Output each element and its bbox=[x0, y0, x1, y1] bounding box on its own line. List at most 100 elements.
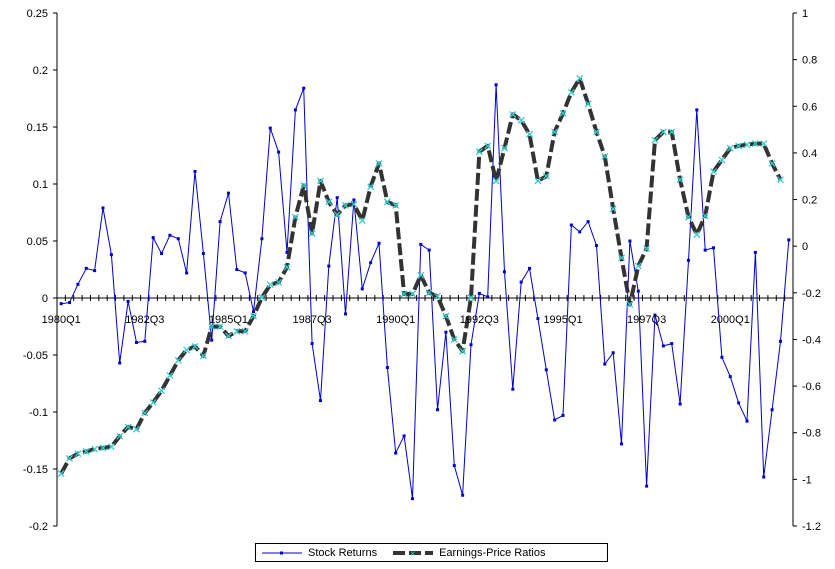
earnings-price-marker-stroke bbox=[400, 290, 408, 298]
stock-returns-point bbox=[143, 339, 147, 343]
earnings-price-marker-stroke bbox=[542, 172, 550, 180]
earnings-price-marker-stroke bbox=[166, 372, 174, 380]
right-axis-tick-label: -1 bbox=[802, 474, 812, 486]
earnings-price-point bbox=[701, 212, 709, 220]
stock-returns-point bbox=[344, 312, 348, 316]
stock-returns-point bbox=[720, 355, 724, 359]
earnings-price-point bbox=[651, 136, 659, 144]
earnings-price-point bbox=[592, 128, 600, 136]
stock-returns-point bbox=[109, 253, 113, 257]
x-axis-tick-label: 1980Q1 bbox=[42, 314, 81, 326]
stock-returns-point bbox=[327, 264, 331, 268]
earnings-price-point bbox=[408, 290, 416, 298]
earnings-price-point bbox=[325, 198, 333, 206]
stock-returns-point bbox=[703, 248, 707, 252]
legend-swatch-stock-returns bbox=[262, 551, 302, 554]
stock-returns-point bbox=[569, 223, 573, 227]
earnings-price-marker-stroke bbox=[208, 323, 216, 331]
earnings-price-marker-stroke bbox=[199, 352, 207, 360]
earnings-price-point bbox=[275, 278, 283, 286]
earnings-price-point bbox=[710, 168, 718, 176]
stock-returns-point bbox=[611, 351, 615, 355]
earnings-price-marker-stroke bbox=[551, 128, 559, 136]
stock-returns-point bbox=[620, 442, 624, 446]
stock-returns-point bbox=[260, 237, 264, 241]
stock-returns-point bbox=[686, 258, 690, 262]
stock-returns-point bbox=[176, 237, 180, 241]
stock-returns-point bbox=[360, 287, 364, 291]
stock-returns-point bbox=[519, 280, 523, 284]
earnings-price-marker-stroke bbox=[592, 128, 600, 136]
stock-returns-point bbox=[536, 317, 540, 321]
earnings-price-marker-stroke bbox=[417, 271, 425, 279]
earnings-price-point bbox=[291, 213, 299, 221]
earnings-price-point bbox=[358, 217, 366, 224]
stock-returns-point bbox=[68, 301, 72, 305]
stock-returns-point bbox=[410, 497, 414, 501]
earnings-price-marker-stroke bbox=[760, 140, 768, 148]
stock-returns-series bbox=[59, 83, 791, 501]
earnings-price-marker-stroke bbox=[584, 100, 592, 108]
earnings-price-point bbox=[768, 159, 776, 167]
earnings-price-point bbox=[584, 100, 592, 108]
earnings-price-series bbox=[57, 74, 784, 477]
earnings-price-marker-stroke bbox=[383, 198, 391, 206]
x-axis-tick-label: 2000Q1 bbox=[711, 314, 750, 326]
legend-item-stock-returns: Stock Returns bbox=[256, 547, 377, 559]
x-axis-tick-label: 1992Q3 bbox=[460, 314, 499, 326]
earnings-price-marker-stroke bbox=[375, 159, 383, 167]
earnings-price-marker-stroke bbox=[174, 356, 182, 364]
earnings-price-point bbox=[735, 142, 743, 150]
earnings-price-marker-stroke bbox=[308, 229, 316, 237]
earnings-price-marker-stroke bbox=[509, 110, 517, 118]
earnings-price-marker-stroke bbox=[492, 177, 500, 185]
earnings-price-point bbox=[517, 116, 525, 124]
earnings-price-point bbox=[676, 176, 684, 184]
stock-returns-point bbox=[678, 402, 682, 406]
left-axis-tick-label: 0.2 bbox=[33, 65, 48, 77]
earnings-price-marker-stroke bbox=[735, 142, 743, 150]
earnings-price-point bbox=[684, 213, 692, 221]
stock-returns-point bbox=[653, 313, 657, 317]
stock-returns-point bbox=[427, 248, 431, 252]
earnings-price-marker-stroke bbox=[651, 136, 659, 144]
x-axis-tick-label: 1982Q3 bbox=[125, 314, 164, 326]
earnings-price-marker-stroke bbox=[367, 183, 375, 191]
stock-returns-point bbox=[134, 340, 138, 344]
earnings-price-marker-stroke bbox=[392, 201, 400, 209]
stock-returns-point bbox=[628, 239, 632, 243]
left-axis-tick-label: -0.2 bbox=[29, 521, 48, 533]
earnings-price-point bbox=[208, 323, 216, 331]
earnings-price-marker-stroke bbox=[526, 130, 534, 138]
earnings-price-marker-stroke bbox=[743, 141, 751, 149]
earnings-price-point bbox=[216, 323, 224, 331]
stock-returns-point bbox=[787, 238, 791, 242]
stock-returns-point bbox=[603, 362, 607, 366]
stock-returns-point bbox=[385, 366, 389, 370]
stock-returns-point bbox=[745, 419, 749, 423]
stock-returns-point bbox=[695, 108, 699, 112]
stock-returns-point bbox=[712, 246, 716, 250]
earnings-price-point bbox=[241, 327, 249, 335]
earnings-price-point bbox=[174, 356, 182, 364]
stock-returns-point bbox=[728, 375, 732, 379]
earnings-price-point bbox=[266, 281, 274, 289]
right-axis-tick-label: 1 bbox=[802, 8, 808, 20]
stock-returns-point bbox=[218, 220, 222, 224]
earnings-price-point bbox=[643, 245, 651, 252]
earnings-price-marker-stroke bbox=[442, 312, 450, 320]
earnings-price-point bbox=[509, 110, 517, 118]
earnings-price-marker-stroke bbox=[534, 177, 542, 185]
earnings-price-marker-stroke bbox=[710, 168, 718, 176]
earnings-price-marker-stroke bbox=[434, 292, 442, 300]
right-axis-tick-label: 0.6 bbox=[802, 101, 817, 113]
earnings-price-marker-stroke bbox=[467, 294, 475, 301]
earnings-price-point bbox=[74, 450, 82, 458]
earnings-price-point bbox=[475, 148, 483, 156]
stock-returns-point bbox=[285, 250, 289, 254]
earnings-price-point bbox=[132, 425, 140, 433]
earnings-price-point bbox=[158, 387, 166, 395]
earnings-price-point bbox=[534, 177, 542, 185]
earnings-price-point bbox=[283, 263, 291, 271]
legend-swatch-earnings-price: × bbox=[393, 548, 434, 558]
